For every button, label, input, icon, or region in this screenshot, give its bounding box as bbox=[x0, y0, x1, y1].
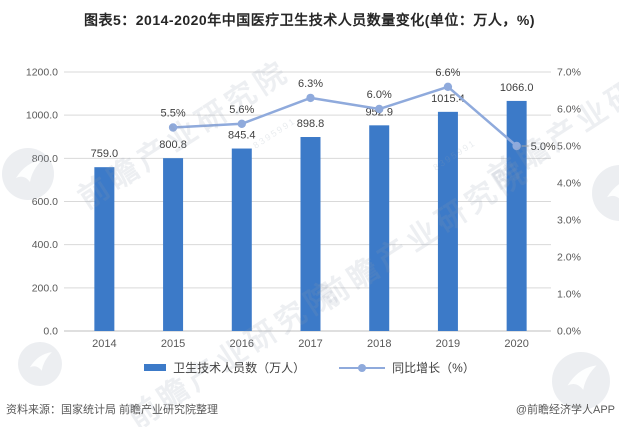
left-axis-tick-label: 800.0 bbox=[32, 153, 58, 165]
line-marker-2017 bbox=[306, 93, 315, 103]
right-axis-tick-label: 6.0% bbox=[557, 104, 581, 116]
x-axis-category-label: 2020 bbox=[504, 338, 528, 350]
legend-label: 同比增长（%） bbox=[392, 361, 475, 375]
x-axis-category-label: 2018 bbox=[367, 338, 391, 350]
bar-2015 bbox=[163, 158, 184, 331]
growth-line bbox=[171, 85, 518, 148]
bar-value-label: 800.8 bbox=[159, 139, 187, 151]
bar-value-label: 759.0 bbox=[91, 148, 119, 160]
bar-value-label: 1015.4 bbox=[431, 93, 465, 105]
x-axis-category-label: 2019 bbox=[436, 338, 460, 350]
line-value-label: 6.3% bbox=[298, 78, 323, 90]
right-axis-tick-label: 5.0% bbox=[557, 141, 581, 153]
bar-value-label: 898.8 bbox=[297, 118, 325, 130]
line-marker-2020 bbox=[512, 141, 521, 151]
x-axis-category-label: 2017 bbox=[298, 338, 322, 350]
bar-2016 bbox=[231, 148, 252, 331]
bar-series-swatch bbox=[144, 364, 167, 371]
line-value-label: 5.6% bbox=[229, 104, 254, 116]
x-axis-category-label: 2014 bbox=[92, 338, 116, 350]
data-source-text: 资料来源：国家统计局 前瞻产业研究院整理 bbox=[6, 404, 219, 416]
bar-2014 bbox=[94, 167, 115, 331]
line-marker-2016 bbox=[237, 119, 246, 128]
chart-title: 图表5：2014-2020年中国医疗卫生技术人员数量变化(单位：万人，%) bbox=[83, 12, 535, 28]
line-value-label: 6.6% bbox=[435, 67, 460, 79]
line-value-label: 6.0% bbox=[367, 89, 392, 101]
line-marker-2019 bbox=[443, 82, 453, 92]
right-axis-tick-label: 4.0% bbox=[557, 178, 581, 190]
line-marker-2018 bbox=[375, 104, 384, 114]
line-value-label: 5.0% bbox=[531, 141, 556, 153]
left-axis-tick-label: 1200.0 bbox=[26, 67, 58, 79]
line-series-swatch bbox=[339, 363, 386, 373]
legend-item-bar-series: 卫生技术人员数（万人） bbox=[144, 359, 305, 376]
credit-text: @前瞻经济学人APP bbox=[515, 404, 615, 416]
bar-value-label: 1066.0 bbox=[500, 82, 534, 94]
chart-legend: 卫生技术人员数（万人） 同比增长（%） bbox=[0, 359, 619, 376]
bar-2018 bbox=[369, 125, 390, 331]
x-axis-category-label: 2015 bbox=[161, 338, 185, 350]
left-axis-tick-label: 600.0 bbox=[32, 196, 58, 208]
x-axis-category-label: 2016 bbox=[230, 338, 254, 350]
bar-2019 bbox=[437, 111, 458, 331]
bar-value-label: 845.4 bbox=[228, 130, 256, 142]
right-axis-tick-label: 1.0% bbox=[557, 289, 581, 301]
right-axis-tick-label: 0.0% bbox=[557, 326, 581, 338]
legend-item-line-series: 同比增长（%） bbox=[339, 359, 475, 376]
right-axis-tick-label: 7.0% bbox=[557, 67, 581, 79]
right-axis-tick-label: 3.0% bbox=[557, 215, 581, 227]
bar-2020 bbox=[506, 100, 527, 332]
line-marker-2015 bbox=[168, 123, 178, 132]
right-axis-tick-label: 2.0% bbox=[557, 252, 581, 264]
chart-footer: 资料来源：国家统计局 前瞻产业研究院整理 @前瞻经济学人APP bbox=[0, 398, 619, 420]
left-axis-tick-label: 0.0 bbox=[43, 326, 58, 338]
left-axis-tick-label: 1000.0 bbox=[26, 110, 58, 122]
line-value-label: 5.5% bbox=[161, 108, 186, 120]
left-axis-tick-label: 400.0 bbox=[32, 239, 58, 251]
bar-2017 bbox=[300, 137, 321, 331]
legend-label: 卫生技术人员数（万人） bbox=[173, 361, 306, 375]
left-axis-tick-label: 200.0 bbox=[32, 282, 58, 294]
